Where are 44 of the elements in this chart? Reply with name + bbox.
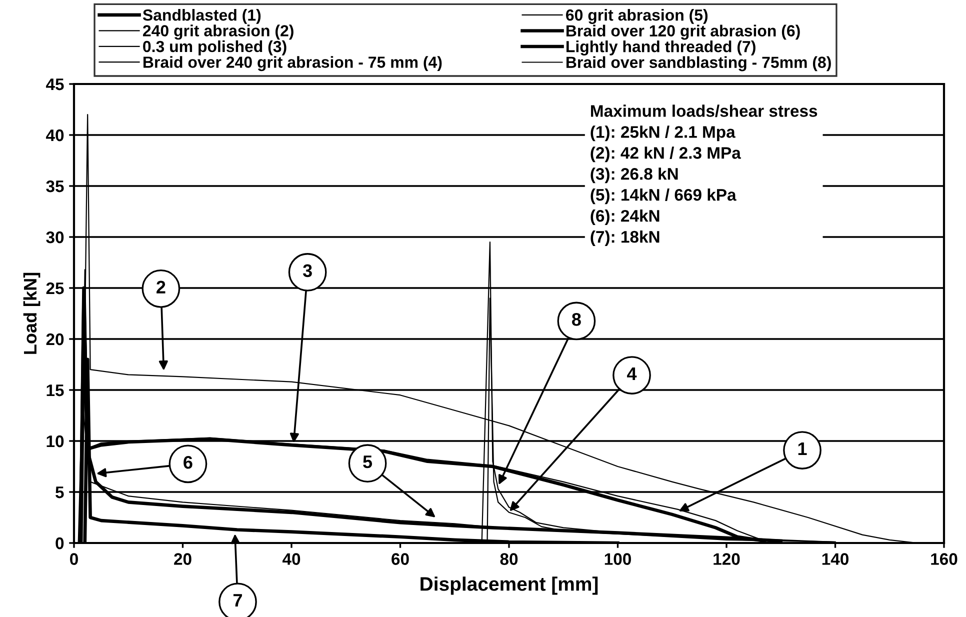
x-tick-label: 80: [500, 553, 518, 565]
annotation: 4: [627, 368, 637, 380]
legend-label: Braid over sandblasting - 75mm (8): [566, 56, 831, 72]
x-axis-title: Displacement [mm]: [420, 576, 598, 595]
x-tick-label: 120: [714, 553, 740, 565]
annotation: (2): 42 kN / 2.3 MPa: [590, 146, 741, 162]
y-tick-label: 35: [46, 180, 64, 192]
x-tick-label: 60: [392, 553, 409, 565]
legend-label: 0.3 um polished (3): [143, 40, 286, 56]
x-tick-label: 160: [931, 553, 958, 565]
y-axis-title: Load [kN]: [23, 272, 40, 354]
annotation: 2: [156, 280, 166, 294]
legend-label: Braid over 240 grit abrasion - 75 mm (4): [144, 56, 442, 72]
legend-label: Braid over 120 grit abrasion (6): [566, 24, 800, 40]
annotation: (3): 26.8 kN: [590, 168, 678, 184]
y-tick-label: 5: [56, 486, 64, 498]
annotation: 3: [302, 264, 312, 278]
x-tick-label: 40: [282, 553, 300, 565]
legend-label: 60 grit abrasion (5): [566, 8, 708, 24]
x-tick-label: 20: [174, 553, 192, 565]
y-tick-label: 20: [46, 333, 64, 346]
annotation: 6: [184, 456, 192, 469]
annotation: 1: [798, 442, 807, 455]
x-tick-label: 0: [70, 553, 78, 565]
annotation: (6): 24kN: [590, 210, 660, 226]
annotation: 8: [572, 313, 581, 326]
legend-label: 240 grit abrasion (2): [142, 24, 294, 40]
legend-label: Lightly hand threaded (7): [566, 40, 756, 56]
annotation: (7): 18kN: [590, 230, 660, 246]
y-tick-label: 45: [46, 78, 64, 90]
y-tick-label: 10: [46, 435, 64, 448]
y-tick-label: 30: [46, 231, 64, 244]
annotation: Maximum loads/shear stress: [591, 104, 818, 118]
annotation: (5): 14kN / 669 kPa: [590, 188, 736, 204]
annotation: 5: [363, 456, 372, 468]
y-tick-label: 40: [46, 129, 64, 142]
y-tick-label: 25: [46, 282, 64, 294]
annotation: (1): 25kN / 2.1 Mpa: [590, 126, 736, 142]
y-tick-label: 0: [56, 537, 64, 550]
legend-label: Sandblasted (1): [142, 8, 261, 24]
x-tick-label: 100: [604, 553, 631, 565]
annotation: 7: [233, 594, 242, 607]
x-tick-label: 140: [822, 553, 848, 565]
y-tick-label: 15: [46, 384, 64, 396]
